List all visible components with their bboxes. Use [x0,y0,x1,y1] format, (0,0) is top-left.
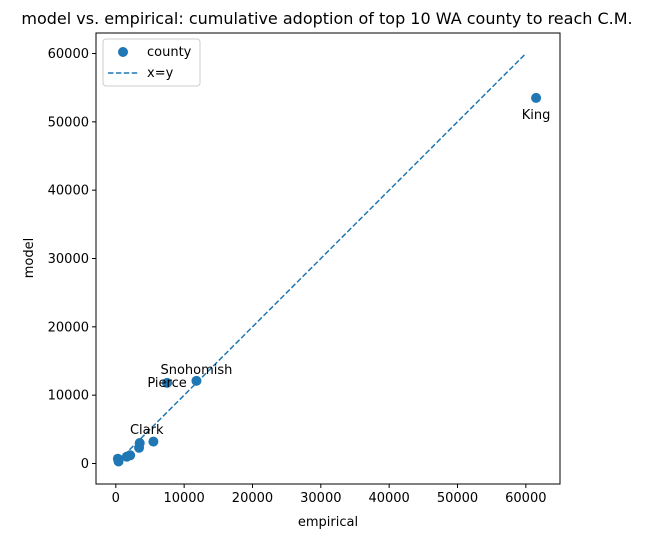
point-label-clark: Clark [130,423,164,438]
y-tick-label: 40000 [48,184,89,199]
axis-ticks: 0 10000 20000 30000 40000 50000 60000 0 10000 200… [48,47,547,506]
y-tick-label: 30000 [48,252,89,267]
x-tick-label: 60000 [505,491,546,506]
x-tick-label: 50000 [437,491,478,506]
plot-frame [95,32,561,485]
x-tick-label: 30000 [300,491,341,506]
x-tick-label: 0 [112,491,120,506]
x-axis-label: empirical [298,515,358,530]
data-point [162,377,173,388]
data-point [191,375,202,386]
data-point [134,442,145,453]
legend: county x=y [102,38,201,87]
y-tick-label: 0 [81,457,89,472]
chart-title: model vs. empirical: cumulative adoption… [21,9,632,28]
x-tick-label: 10000 [163,491,204,506]
data-points [112,92,542,467]
y-axis-label: model [22,238,37,278]
plot-area [96,33,560,484]
point-label-pierce: Pierce [147,376,186,391]
legend-marker-county [118,47,128,57]
data-point [531,92,542,103]
y-tick-label: 20000 [48,320,89,335]
data-point [121,451,132,462]
y-tick-label: 10000 [48,389,89,404]
data-point [113,456,124,467]
identity-line-layer [128,52,527,451]
y-tick-label: 60000 [48,47,89,62]
data-point [148,436,159,447]
identity-line [128,52,527,451]
x-tick-label: 40000 [368,491,409,506]
legend-label-xy: x=y [147,66,174,81]
point-label-snohomish: Snohomish [160,363,232,378]
point-label-king: King [522,108,551,123]
legend-label-county: county [147,45,192,60]
y-tick-label: 50000 [48,115,89,130]
x-tick-label: 20000 [232,491,273,506]
